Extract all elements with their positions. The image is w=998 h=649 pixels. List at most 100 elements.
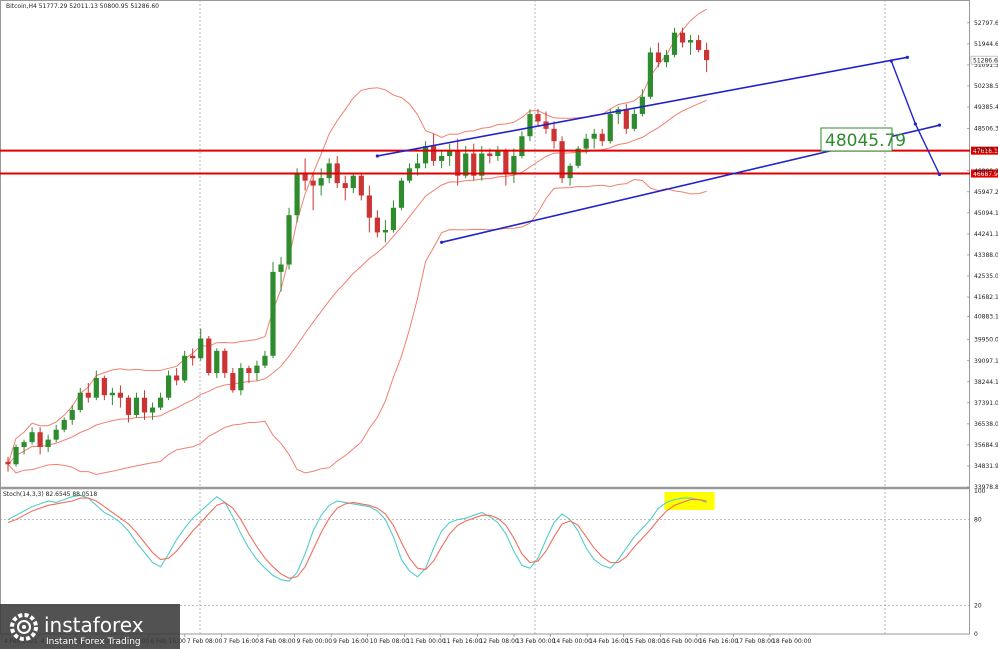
candle [53,424,59,443]
instaforex-logo: instaforex Instant Forex Trading [0,604,180,649]
candle-body [254,365,260,374]
price-tick-label: 33978.85 [974,484,998,491]
candle-body [133,397,140,415]
candle [647,47,653,100]
target-label-text: 48045.79 [825,131,906,151]
plot-frame [0,0,970,635]
candle-body [270,271,276,356]
price-tick-label: 34831.90 [974,463,998,470]
price-tick-label: 45947.20 [974,189,998,196]
candle-body [511,155,517,174]
candle [117,385,124,408]
candle-body [374,217,380,233]
candle-body [607,114,613,142]
price-level-label: 47616.10 [973,148,998,155]
candle [45,434,51,452]
price-tick-label: 48506.35 [974,126,998,133]
stochastic-main-line [7,494,707,582]
candle-body [631,114,637,129]
candle [326,158,332,184]
target-price-label: 48045.79 [820,127,906,152]
candle-body [366,195,372,218]
candle [631,109,637,132]
candle [278,257,284,292]
candle-body [687,40,694,43]
candle [671,27,678,58]
time-tick-label: 14 Feb 00:00 [553,638,593,645]
candle [254,360,260,381]
candle-body [414,163,421,169]
candle-body [382,229,389,233]
gear-icon [10,613,38,641]
price-tick-label: 52797.65 [974,20,998,27]
candle-body [567,165,573,179]
candle [591,128,597,149]
price-level-tag [971,146,998,155]
candle [679,27,686,48]
candle-body [61,419,67,430]
time-tick-label: 8 Feb 08:00 [260,638,296,645]
time-tick-label: 11 Feb 00:00 [406,638,446,645]
candle [374,210,380,238]
lower-band-line [7,178,707,476]
candle [85,382,91,403]
candle-body [37,432,43,448]
candle [206,336,212,376]
candle-body [390,207,397,230]
candle [599,128,605,147]
candle [687,35,694,55]
price-tick-label: 51944.60 [974,41,998,48]
candle-body [85,392,91,398]
candle-body [157,397,164,408]
candle-body [310,180,316,186]
candle [575,146,581,169]
price-tick-label: 49385.45 [974,104,998,111]
price-tick-label: 38244.10 [974,379,998,386]
candle-body [430,146,437,161]
candle-body [149,407,156,413]
stochastic-tick-label: 80 [974,517,982,524]
stochastic-tick-label: 20 [974,602,982,609]
price-tick-label: 46800.25 [974,168,998,175]
candle-body [302,173,308,181]
candle-body [704,49,710,61]
time-tick-label: 16 Feb 16:00 [699,638,739,645]
projection-point [889,59,893,63]
candle-body [117,392,124,398]
candle-body [471,153,477,176]
candle [109,387,115,406]
candle-body [318,178,324,186]
candle-body [527,114,533,137]
time-tick-label: 15 Feb 08:00 [626,638,666,645]
candle-body [294,173,300,216]
candle-body [583,138,589,149]
candle [447,143,453,166]
candle [125,395,132,423]
target-label-box [820,127,893,152]
candle-body [166,375,172,398]
candle-body [487,153,493,156]
candle [382,220,389,243]
middle-band-line [7,99,707,465]
price-level-label: 46687.90 [973,171,998,178]
chart-header-symbol: Bitcoin,H4 51777.29 52011.13 50800.95 51… [6,3,159,10]
candle-body [21,442,27,448]
candle [214,348,220,378]
price-tick-label: 50238.50 [974,83,998,90]
candle-body [575,148,581,166]
candle [29,427,35,445]
candle-body [125,397,132,415]
candle-body [13,447,19,465]
candle-body [639,96,645,115]
candle [141,390,148,420]
candle [262,350,268,369]
candle-body [559,141,565,179]
candle [439,151,445,169]
candle-body [422,146,429,164]
candle [535,109,541,127]
candlestick-series [5,27,710,472]
candle-body [535,114,541,122]
candle [495,146,501,161]
candle-body [551,128,557,142]
current-price-label: 51286.60 [973,58,998,65]
